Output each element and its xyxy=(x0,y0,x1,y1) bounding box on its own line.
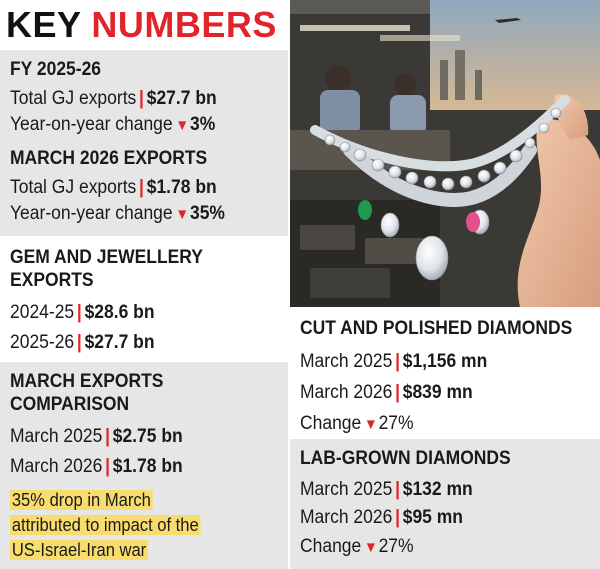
lab-panel: LAB-GROWN DIAMONDS March 2025 | $132 mn Ma… xyxy=(290,439,600,569)
cut-heading: CUT AND POLISHED DIAMONDS xyxy=(300,318,573,339)
note-line: attributed to impact of the xyxy=(10,515,201,535)
row-label: Change xyxy=(300,413,362,434)
fy-heading: FY 2025-26 xyxy=(10,59,102,80)
comparison-heading-line2: COMPARISON xyxy=(10,394,130,415)
lab-row-2025: March 2025 | $132 mn xyxy=(300,479,473,500)
fy-yoy-row: Year-on-year change ▼3% xyxy=(10,112,266,139)
lab-row-2026: March 2026 | $95 mn xyxy=(300,507,463,528)
row-value: $839 mn xyxy=(402,382,473,403)
row-value: 27% xyxy=(378,413,414,434)
row-label: 2024-25 xyxy=(10,302,75,323)
row-value: $1,156 mn xyxy=(402,351,488,372)
down-arrow-icon: ▼ xyxy=(175,117,190,134)
row-label: March 2026 xyxy=(10,456,103,477)
fy-total-row: Total GJ exports | $27.7 bn xyxy=(10,88,217,109)
page-title: KEY NUMBERS xyxy=(0,0,288,48)
comparison-panel: MARCH EXPORTS COMPARISON March 2025 | $2.7… xyxy=(0,362,288,569)
row-value: $132 mn xyxy=(402,479,473,500)
title-key: KEY xyxy=(6,4,81,45)
march-yoy-row: Year-on-year change ▼35% xyxy=(10,201,266,228)
row-value: $95 mn xyxy=(402,507,463,528)
row-label: Year-on-year change xyxy=(10,203,173,224)
title-numbers: NUMBERS xyxy=(91,4,277,45)
row-label: 2025-26 xyxy=(10,332,75,353)
comparison-heading-line1: MARCH EXPORTS xyxy=(10,371,164,392)
gem-heading-line2: EXPORTS xyxy=(10,270,94,291)
down-arrow-icon: ▼ xyxy=(363,539,378,556)
lab-change-row: Change ▼27% xyxy=(300,532,576,563)
gem-row-2025: 2025-26 | $27.7 bn xyxy=(10,332,155,353)
right-column: CUT AND POLISHED DIAMONDS March 2025 | $1,… xyxy=(290,0,600,569)
row-label: March 2025 xyxy=(300,351,393,372)
cut-row-2025: March 2025 | $1,156 mn xyxy=(300,351,488,372)
lab-heading: LAB-GROWN DIAMONDS xyxy=(300,448,511,469)
war-note: 35% drop in March attributed to impact o… xyxy=(10,488,286,563)
row-label: Year-on-year change xyxy=(10,114,173,135)
gem-heading-line1: GEM AND JEWELLERY xyxy=(10,247,203,268)
comparison-row-2025: March 2025 | $2.75 bn xyxy=(10,426,183,447)
row-value: $2.75 bn xyxy=(112,426,183,447)
row-label: Total GJ exports xyxy=(10,88,137,109)
row-label: March 2025 xyxy=(10,426,103,447)
left-column: KEY NUMBERS FY 2025-26 Total GJ exports |… xyxy=(0,0,288,569)
row-label: March 2026 xyxy=(300,507,393,528)
diamond-necklace-photo xyxy=(290,0,600,307)
row-label: March 2025 xyxy=(300,479,393,500)
row-value: 27% xyxy=(378,536,414,557)
column-divider xyxy=(288,0,290,569)
cut-change-row: Change ▼27% xyxy=(300,408,576,440)
row-value: $1.78 bn xyxy=(112,456,183,477)
march-exports-heading: MARCH 2026 EXPORTS xyxy=(10,148,208,169)
note-line: US-Israel-Iran war xyxy=(10,540,149,560)
row-value: 3% xyxy=(189,114,216,135)
gem-row-2024: 2024-25 | $28.6 bn xyxy=(10,302,155,323)
cut-row-2026: March 2026 | $839 mn xyxy=(300,382,473,403)
row-label: March 2026 xyxy=(300,382,393,403)
note-line: 35% drop in March xyxy=(10,490,153,510)
row-value: 35% xyxy=(189,203,225,224)
fy-panel: FY 2025-26 Total GJ exports | $27.7 bn Yea… xyxy=(0,50,288,236)
comparison-row-2026: March 2026 | $1.78 bn xyxy=(10,456,183,477)
cut-panel: CUT AND POLISHED DIAMONDS March 2025 | $1,… xyxy=(290,309,600,439)
row-label: Change xyxy=(300,536,362,557)
row-value: $27.7 bn xyxy=(146,88,217,109)
gem-panel: GEM AND JEWELLERY EXPORTS 2024-25 | $28.6 … xyxy=(0,238,288,362)
row-value: $27.7 bn xyxy=(84,332,155,353)
row-value: $1.78 bn xyxy=(146,177,217,198)
march-total-row: Total GJ exports | $1.78 bn xyxy=(10,177,217,198)
row-value: $28.6 bn xyxy=(84,302,155,323)
down-arrow-icon: ▼ xyxy=(175,206,190,223)
down-arrow-icon: ▼ xyxy=(363,416,378,433)
row-label: Total GJ exports xyxy=(10,177,137,198)
